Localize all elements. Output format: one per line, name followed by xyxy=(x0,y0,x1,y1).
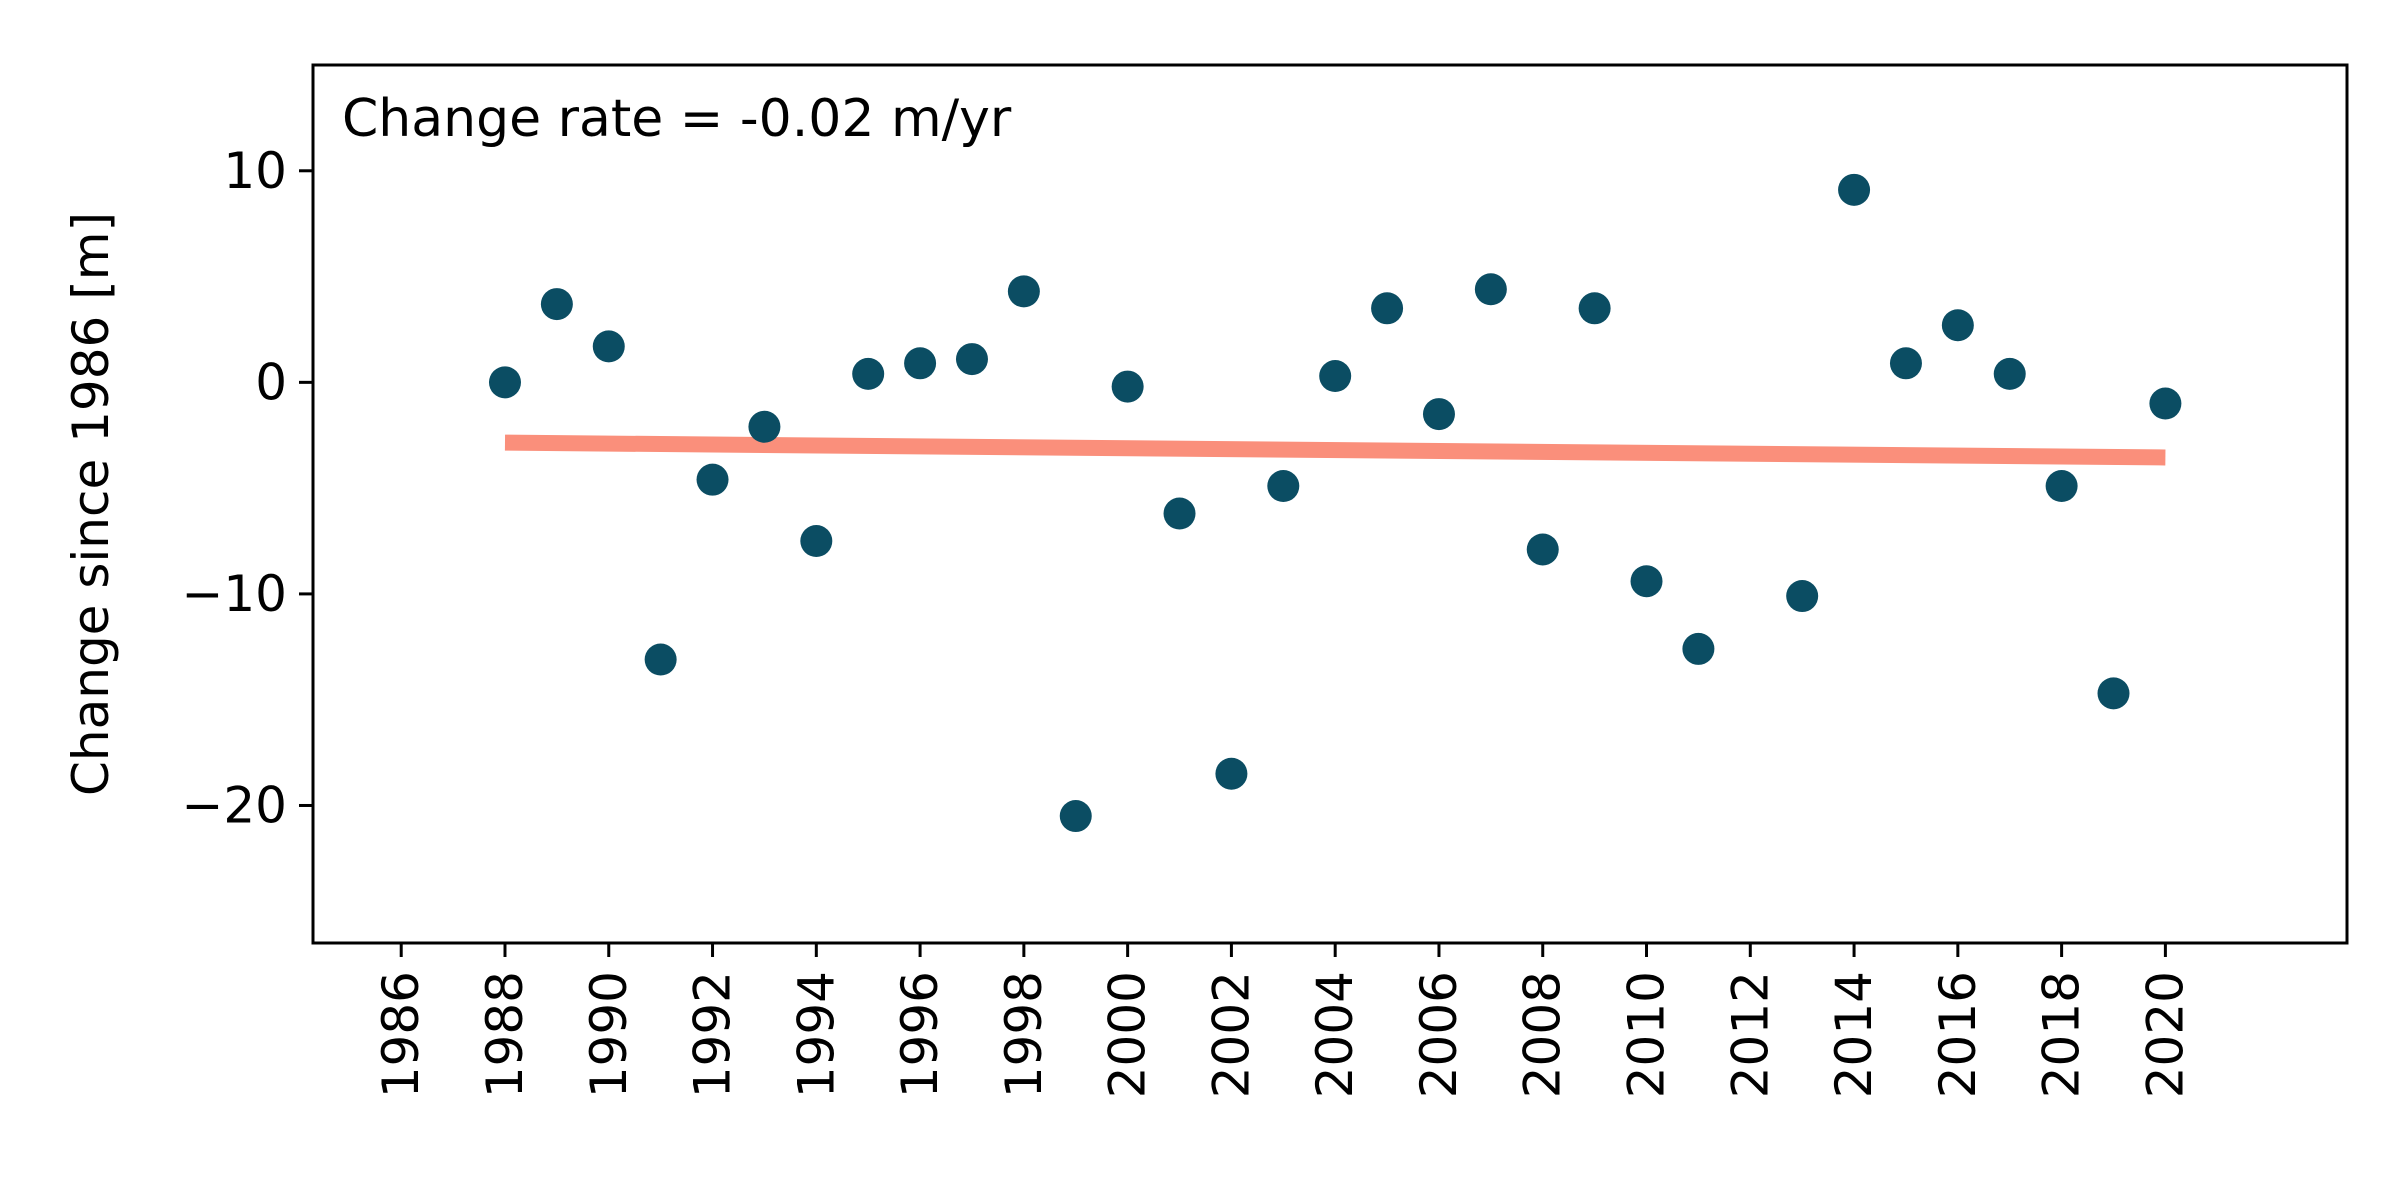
x-tick-label: 2012 xyxy=(1721,971,1779,1098)
x-axis: 1986 1988 1990 1992 1994 1996 1998 2000 2002 2004… xyxy=(372,943,2194,1098)
x-tick-label: 1994 xyxy=(787,971,845,1098)
x-tick-label: 1996 xyxy=(891,971,949,1098)
x-tick-label: 2018 xyxy=(2033,971,2091,1098)
data-point xyxy=(1267,470,1300,503)
data-point xyxy=(1889,347,1922,380)
data-point xyxy=(1163,497,1196,530)
x-tick-label: 2014 xyxy=(1825,971,1883,1098)
x-tick-label: 1998 xyxy=(995,971,1053,1098)
change-rate-annotation: Change rate = -0.02 m/yr xyxy=(342,89,1012,149)
data-point xyxy=(955,343,988,376)
data-point xyxy=(2045,470,2078,503)
x-tick-label: 2002 xyxy=(1202,971,1260,1098)
data-point xyxy=(1526,533,1559,566)
data-point xyxy=(1111,370,1144,403)
data-point xyxy=(1993,357,2026,390)
y-tick-label: −10 xyxy=(181,565,287,623)
data-point xyxy=(1215,757,1248,790)
chart-marks xyxy=(488,173,2182,833)
x-tick-label: 2008 xyxy=(1514,971,1572,1098)
data-point xyxy=(1474,273,1507,306)
x-tick-label: 2006 xyxy=(1410,971,1468,1098)
data-point xyxy=(852,357,885,390)
data-point xyxy=(540,288,573,321)
data-point xyxy=(1422,398,1455,431)
x-tick-label: 1990 xyxy=(580,971,638,1098)
data-point xyxy=(1059,800,1092,833)
data-point xyxy=(488,366,521,399)
x-tick-label: 2000 xyxy=(1099,971,1157,1098)
data-point xyxy=(1319,360,1352,393)
data-point xyxy=(1007,275,1040,308)
x-tick-label: 1992 xyxy=(684,971,742,1098)
data-point xyxy=(644,643,677,676)
trend-line xyxy=(504,434,2166,466)
data-point xyxy=(1682,632,1715,665)
data-point xyxy=(696,463,729,496)
data-point xyxy=(1941,309,1974,342)
data-point xyxy=(800,525,833,558)
x-tick-label: 2004 xyxy=(1306,971,1364,1098)
data-point xyxy=(2097,677,2130,710)
y-tick-label: 0 xyxy=(255,353,287,411)
x-tick-label: 2010 xyxy=(1618,971,1676,1098)
y-axis-label: Change since 1986 [m] xyxy=(62,212,120,796)
x-tick-label: 1986 xyxy=(372,971,430,1098)
x-tick-label: 1988 xyxy=(476,971,534,1098)
data-point xyxy=(1786,580,1819,613)
y-tick-label: 10 xyxy=(223,142,287,200)
data-point xyxy=(592,330,625,363)
y-tick-label: −20 xyxy=(181,776,287,834)
data-point xyxy=(1838,173,1871,206)
data-point xyxy=(1630,565,1663,598)
data-point xyxy=(1578,292,1611,325)
data-point xyxy=(904,347,937,380)
y-axis: 10 0 −10 −20 xyxy=(181,142,313,834)
plot-frame xyxy=(311,63,2349,945)
data-point xyxy=(2149,387,2182,420)
x-tick-label: 2016 xyxy=(1929,971,1987,1098)
x-tick-label: 2020 xyxy=(2136,971,2194,1098)
data-point xyxy=(1371,292,1404,325)
data-point xyxy=(748,410,781,443)
